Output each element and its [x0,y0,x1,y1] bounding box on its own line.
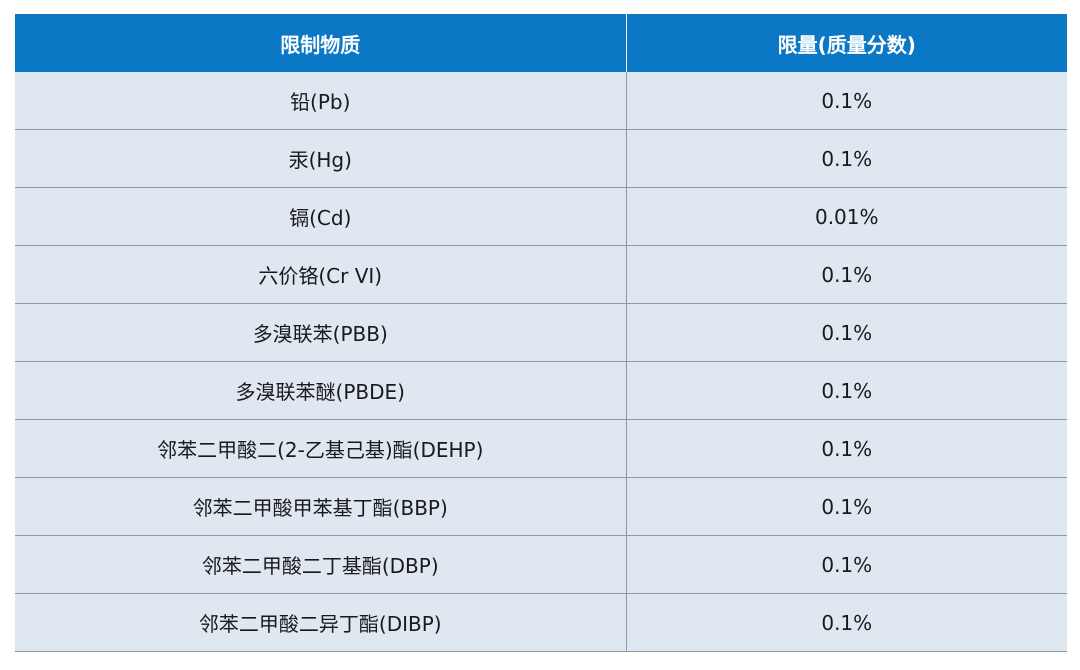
table-row: 多溴联苯(PBB) 0.1% [15,303,1067,362]
table-row: 邻苯二甲酸二(2-乙基己基)酯(DEHP) 0.1% [15,419,1067,478]
limit-cell: 0.1% [626,477,1067,536]
limit-cell: 0.1% [626,129,1067,188]
header-row: 限制物质 限量(质量分数) [15,14,1067,72]
limit-cell: 0.1% [626,593,1067,652]
substance-cell: 邻苯二甲酸二(2-乙基己基)酯(DEHP) [15,419,627,478]
header-limit: 限量(质量分数) [626,14,1067,72]
limit-cell: 0.1% [626,303,1067,362]
limit-cell: 0.1% [626,72,1067,130]
table-row: 多溴联苯醚(PBDE) 0.1% [15,361,1067,420]
substance-cell: 多溴联苯醚(PBDE) [15,361,627,420]
table-row: 镉(Cd) 0.01% [15,187,1067,246]
table-header: 限制物质 限量(质量分数) [15,14,1067,72]
limit-cell: 0.1% [626,361,1067,420]
limit-cell: 0.1% [626,535,1067,594]
substance-cell: 多溴联苯(PBB) [15,303,627,362]
substance-cell: 邻苯二甲酸甲苯基丁酯(BBP) [15,477,627,536]
substance-cell: 邻苯二甲酸二异丁酯(DIBP) [15,593,627,652]
substance-cell: 六价铬(Cr VI) [15,245,627,304]
table-row: 邻苯二甲酸二丁基酯(DBP) 0.1% [15,535,1067,594]
table-row: 邻苯二甲酸二异丁酯(DIBP) 0.1% [15,593,1067,652]
limit-cell: 0.01% [626,187,1067,246]
table-row: 邻苯二甲酸甲苯基丁酯(BBP) 0.1% [15,477,1067,536]
restricted-substances-table: 限制物质 限量(质量分数) 铅(Pb) 0.1% 汞(Hg) 0.1% 镉(Cd… [15,14,1067,652]
substance-cell: 邻苯二甲酸二丁基酯(DBP) [15,535,627,594]
limit-cell: 0.1% [626,245,1067,304]
substance-cell: 汞(Hg) [15,129,627,188]
substance-cell: 镉(Cd) [15,187,627,246]
table-body: 铅(Pb) 0.1% 汞(Hg) 0.1% 镉(Cd) 0.01% 六价铬(Cr… [15,72,1067,652]
restricted-substances-table-wrapper: 限制物质 限量(质量分数) 铅(Pb) 0.1% 汞(Hg) 0.1% 镉(Cd… [15,14,1067,652]
limit-cell: 0.1% [626,419,1067,478]
table-row: 铅(Pb) 0.1% [15,72,1067,130]
header-substance: 限制物质 [15,14,627,72]
table-row: 六价铬(Cr VI) 0.1% [15,245,1067,304]
table-row: 汞(Hg) 0.1% [15,129,1067,188]
substance-cell: 铅(Pb) [15,72,627,130]
